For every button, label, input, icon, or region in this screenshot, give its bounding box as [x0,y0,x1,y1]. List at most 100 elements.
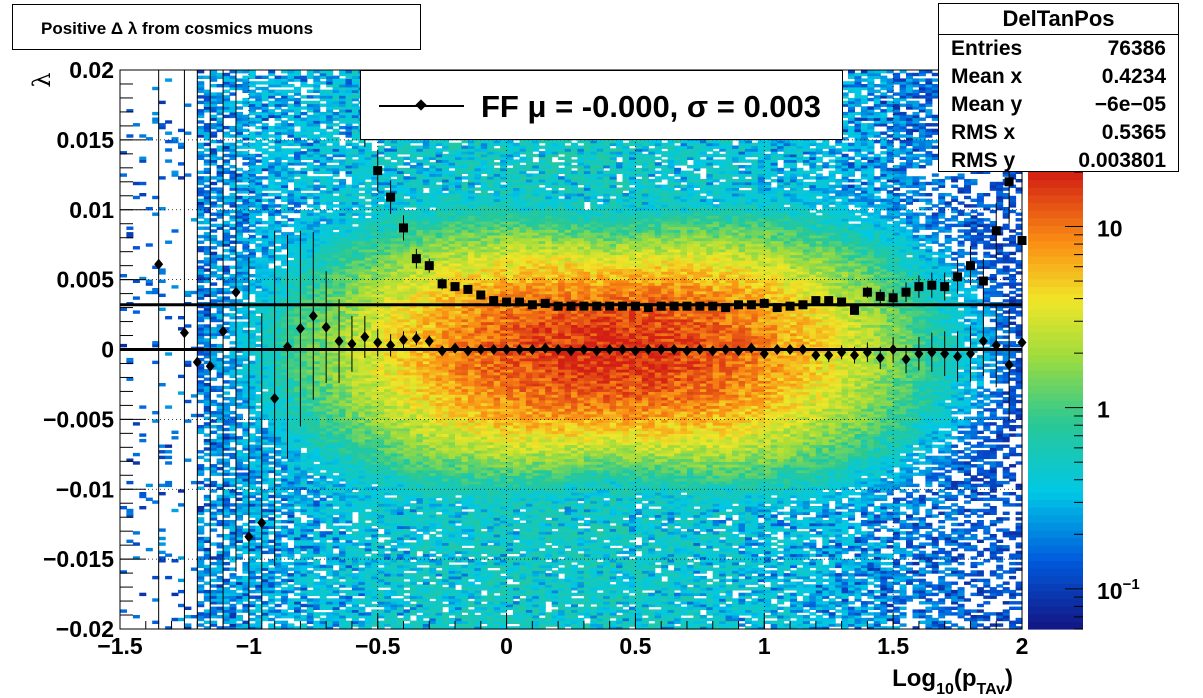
heatmap-cell [223,606,231,610]
heatmap-cell [294,254,301,258]
heatmap-cell [345,89,353,93]
heatmap-cell [268,385,276,390]
heatmap-cell [306,542,314,546]
heatmap-cell [229,257,237,261]
heatmap-cell [197,561,205,566]
heatmap-cell [216,425,224,429]
heatmap-cell [126,357,134,362]
heatmap-cell [210,162,218,166]
heatmap-cell [165,159,173,163]
heatmap-cell [261,318,269,323]
heatmap-cell [158,536,166,541]
heatmap-cell [377,243,385,247]
heatmap-cell [384,472,392,476]
heatmap-cell [326,282,334,286]
heatmap-cell [236,123,243,127]
heatmap-cell [306,137,314,141]
heatmap-cell [248,388,256,392]
heatmap-cell [364,220,372,225]
heatmap-cell [165,626,173,630]
heatmap-cell [313,592,321,597]
heatmap-cell [261,581,269,585]
heatmap-cell [248,184,256,188]
heatmap-cell [332,441,340,446]
heatmap-cell [326,204,334,208]
heatmap-cell [236,534,243,538]
heatmap-cell [294,92,301,96]
heatmap-cell [255,190,263,194]
heatmap-cell [300,494,308,499]
heatmap-cell [268,377,276,381]
heatmap-cell [377,615,385,619]
heatmap-cell [281,324,289,328]
heatmap-cell [236,511,243,515]
heatmap-cell [326,251,334,256]
heatmap-cell [236,327,243,331]
heatmap-cell [345,567,353,571]
heatmap-cell [294,444,301,448]
heatmap-cell [313,391,321,395]
heatmap-cell [300,268,308,272]
heatmap-cell [152,288,160,292]
heatmap-cell [326,288,334,292]
heatmap-cell [248,81,256,85]
heatmap-cell [332,352,340,356]
heatmap-cell [255,304,263,309]
heatmap-cell [364,234,372,239]
heatmap-cell [255,374,263,379]
heatmap-cell [358,318,366,323]
heatmap-cell [216,606,224,610]
heatmap-cell [197,271,205,275]
heatmap-cell [236,461,243,465]
heatmap-cell [345,391,353,395]
heatmap-cell [294,153,301,158]
heatmap-cell [345,232,353,236]
heatmap-cell [210,570,218,574]
heatmap-cell [306,193,314,197]
heatmap-cell [236,517,243,521]
heatmap-cell [351,478,359,482]
heatmap-cell [171,592,179,597]
heatmap-cell [294,187,301,191]
heatmap-cell [364,207,372,211]
heatmap-cell [332,151,340,155]
heatmap-cell [384,561,392,566]
heatmap-cell [371,425,379,429]
heatmap-cell [203,503,211,507]
heatmap-cell [313,503,321,507]
heatmap-cell [216,559,224,563]
heatmap-cell [364,438,372,443]
heatmap-cell [255,268,263,272]
heatmap-cell [210,139,218,144]
heatmap-cell [319,514,327,518]
heatmap-cell [223,620,231,624]
heatmap-cell [339,162,347,166]
heatmap-cell [268,156,276,160]
heatmap-cell [313,623,321,627]
heatmap-cell [371,374,379,379]
heatmap-cell [339,511,347,515]
heatmap-cell [351,237,359,242]
heatmap-cell [197,204,205,208]
heatmap-cell [190,413,198,418]
heatmap-cell [294,567,301,571]
heatmap-cell [294,438,301,443]
heatmap-cell [332,570,340,574]
heatmap-cell [332,452,340,457]
heatmap-cell [326,413,334,418]
heatmap-cell [351,355,359,359]
heatmap-cell [287,397,295,401]
heatmap-cell [236,254,243,258]
heatmap-cell [171,559,179,563]
heatmap-cell [158,125,166,130]
heatmap-cell [384,430,392,434]
heatmap-cell [261,455,269,460]
heatmap-cell [351,542,359,546]
heatmap-cell [274,430,282,434]
heatmap-cell [371,162,379,166]
heatmap-cell [255,316,263,320]
heatmap-cell [326,109,334,113]
heatmap-cell [358,383,366,387]
heatmap-cell [242,402,250,406]
heatmap-cell [236,466,243,471]
